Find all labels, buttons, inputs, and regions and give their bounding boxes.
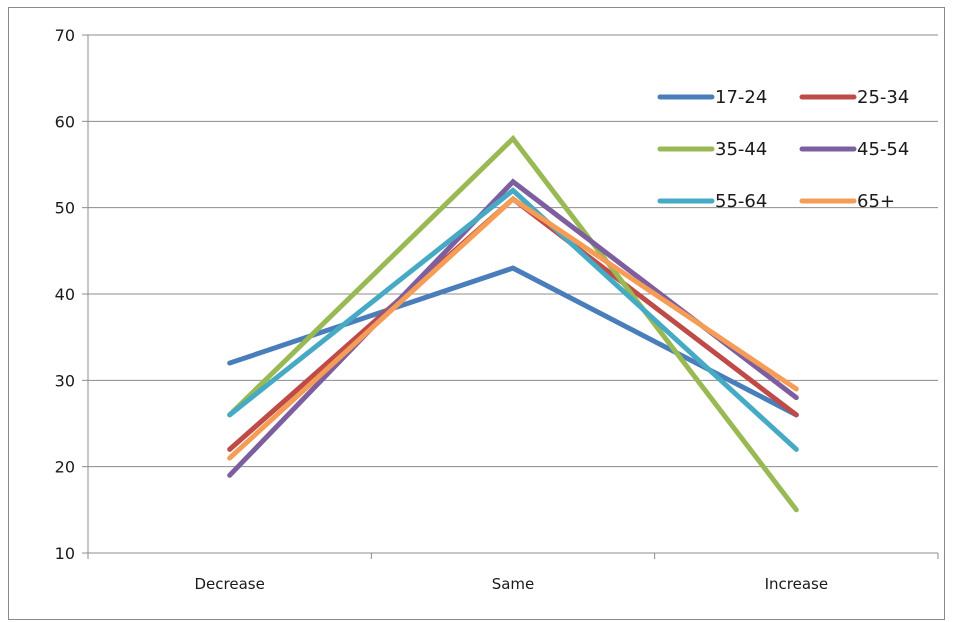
series-line-55-64 bbox=[227, 187, 799, 452]
y-tick-label: 10 bbox=[55, 544, 75, 563]
series-line-17-24 bbox=[227, 265, 799, 418]
x-tick-label: Same bbox=[492, 575, 535, 593]
legend-label: 55-64 bbox=[715, 191, 767, 212]
x-axis-ticks: Decrease Same Increase bbox=[87, 553, 939, 593]
series-lines bbox=[227, 134, 799, 513]
y-tick-label: 70 bbox=[55, 26, 75, 45]
legend-label: 65+ bbox=[857, 191, 895, 212]
y-tick-label: 30 bbox=[55, 371, 75, 390]
legend-label: 25-34 bbox=[857, 87, 909, 108]
chart-frame bbox=[8, 7, 945, 620]
legend-label: 17-24 bbox=[715, 87, 767, 108]
y-axis-ticks: 10 20 30 40 50 60 70 bbox=[55, 26, 88, 563]
gridlines bbox=[88, 34, 938, 468]
x-tick-label: Increase bbox=[765, 575, 828, 593]
y-tick-label: 40 bbox=[55, 285, 75, 304]
series-line-65+ bbox=[227, 195, 799, 461]
series-line-35-44 bbox=[227, 134, 799, 513]
x-tick-label: Decrease bbox=[195, 575, 265, 593]
series-line-25-34 bbox=[227, 195, 799, 452]
legend-label: 45-54 bbox=[857, 139, 909, 160]
y-tick-label: 60 bbox=[55, 112, 75, 131]
y-tick-label: 50 bbox=[55, 199, 75, 218]
y-tick-label: 20 bbox=[55, 458, 75, 477]
legend-label: 35-44 bbox=[715, 139, 767, 160]
legend: 17-24 25-34 35-44 45-54 55-64 65+ bbox=[657, 87, 909, 212]
